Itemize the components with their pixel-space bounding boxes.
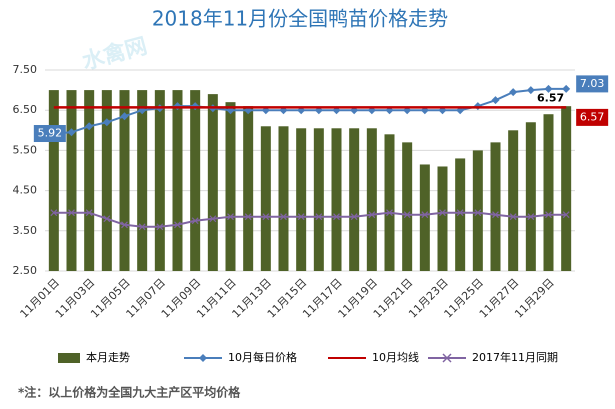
- marker: [474, 209, 482, 217]
- marker: [191, 217, 199, 225]
- marker: [280, 213, 287, 221]
- marker: [262, 213, 270, 221]
- value-label: 5.92: [38, 127, 63, 140]
- bar: [490, 142, 501, 271]
- value-label: 6.57: [537, 91, 564, 104]
- bar: [419, 164, 430, 271]
- value-label: 7.03: [580, 77, 605, 90]
- y-tick-label: 2.50: [13, 264, 38, 277]
- marker: [527, 213, 535, 221]
- bar: [525, 122, 536, 271]
- marker: [544, 84, 553, 93]
- bar: [508, 130, 519, 271]
- marker: [174, 221, 181, 229]
- legend-label: 本月走势: [86, 350, 130, 364]
- marker: [227, 213, 234, 221]
- legend-marker: [199, 354, 207, 362]
- bar: [455, 158, 466, 271]
- marker: [526, 86, 535, 95]
- bar: [278, 126, 289, 271]
- bar: [101, 90, 112, 271]
- marker: [562, 211, 570, 219]
- marker: [403, 211, 411, 219]
- bar: [402, 142, 413, 271]
- marker: [315, 213, 323, 221]
- marker: [156, 223, 164, 231]
- marker: [102, 118, 111, 127]
- legend-label: 10月均线: [372, 350, 419, 364]
- bar: [48, 90, 59, 271]
- y-tick-label: 4.50: [13, 184, 38, 197]
- bar: [137, 90, 148, 271]
- value-label: 6.57: [580, 110, 605, 123]
- marker: [103, 215, 111, 223]
- bar: [260, 126, 271, 271]
- bar: [561, 106, 572, 272]
- bar: [66, 90, 77, 271]
- line: [53, 211, 567, 228]
- bar: [384, 134, 395, 271]
- marker: [244, 213, 252, 221]
- marker: [50, 209, 58, 217]
- marker: [509, 213, 517, 221]
- marker: [333, 213, 340, 221]
- bar: [472, 150, 483, 271]
- marker: [350, 213, 358, 221]
- y-tick-label: 7.50: [13, 63, 38, 76]
- marker: [562, 84, 571, 93]
- chart-title: 2018年11月份全国鸭苗价格走势: [152, 7, 448, 31]
- value-label-box: [576, 108, 609, 126]
- footnote: *注：以上价格为全国九大主产区平均价格: [18, 385, 241, 400]
- marker: [492, 211, 499, 219]
- y-tick-label: 5.50: [13, 143, 38, 156]
- value-label-box: [33, 125, 66, 143]
- bar: [207, 94, 218, 272]
- marker: [545, 211, 552, 219]
- legend-label: 2017年11月同期: [472, 350, 558, 364]
- legend-marker: [442, 353, 452, 363]
- marker: [439, 209, 446, 217]
- value-label-box: [576, 75, 609, 93]
- bar: [243, 106, 254, 272]
- bar: [313, 128, 324, 271]
- bar: [331, 128, 342, 271]
- y-tick-label: 3.50: [13, 224, 38, 237]
- marker: [68, 209, 75, 217]
- bar: [225, 102, 236, 271]
- marker: [297, 213, 305, 221]
- bar: [543, 114, 554, 271]
- bar: [437, 166, 448, 271]
- marker: [85, 209, 93, 217]
- bar: [84, 90, 95, 271]
- bar: [154, 90, 165, 271]
- bar: [190, 90, 201, 271]
- marker: [368, 211, 376, 219]
- bar: [349, 128, 360, 271]
- marker: [138, 223, 146, 231]
- bar: [296, 128, 307, 271]
- legend-label: 10月每日价格: [228, 350, 297, 364]
- marker: [121, 221, 128, 229]
- marker: [421, 211, 429, 219]
- marker: [209, 215, 217, 223]
- y-tick-label: 6.50: [13, 103, 38, 116]
- marker: [491, 96, 500, 105]
- bar: [172, 90, 183, 271]
- bar: [119, 90, 130, 271]
- marker: [85, 122, 94, 131]
- marker: [509, 88, 518, 97]
- legend-swatch: [58, 353, 80, 363]
- marker: [456, 209, 464, 217]
- marker: [120, 112, 129, 121]
- marker: [386, 209, 393, 217]
- bar: [366, 128, 377, 271]
- marker: [67, 128, 76, 137]
